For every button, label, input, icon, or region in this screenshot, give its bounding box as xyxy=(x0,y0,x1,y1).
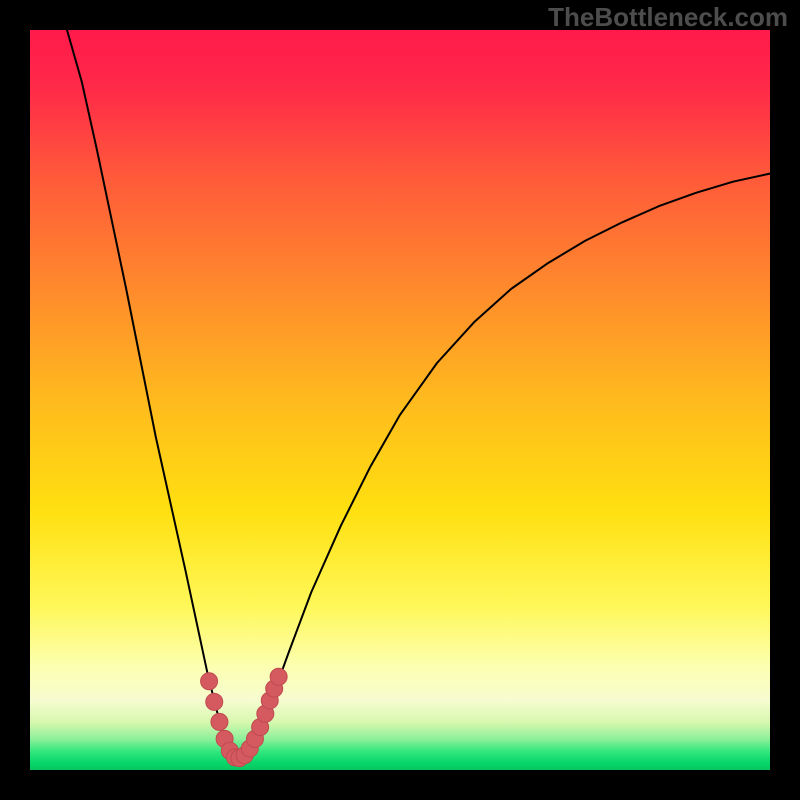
curve-marker xyxy=(270,668,287,685)
plot-svg xyxy=(30,30,770,770)
watermark-text: TheBottleneck.com xyxy=(548,2,788,33)
curve-marker xyxy=(206,693,223,710)
curve-marker xyxy=(211,713,228,730)
curve-marker xyxy=(201,673,218,690)
plot-area xyxy=(30,30,770,770)
plot-background xyxy=(30,30,770,770)
